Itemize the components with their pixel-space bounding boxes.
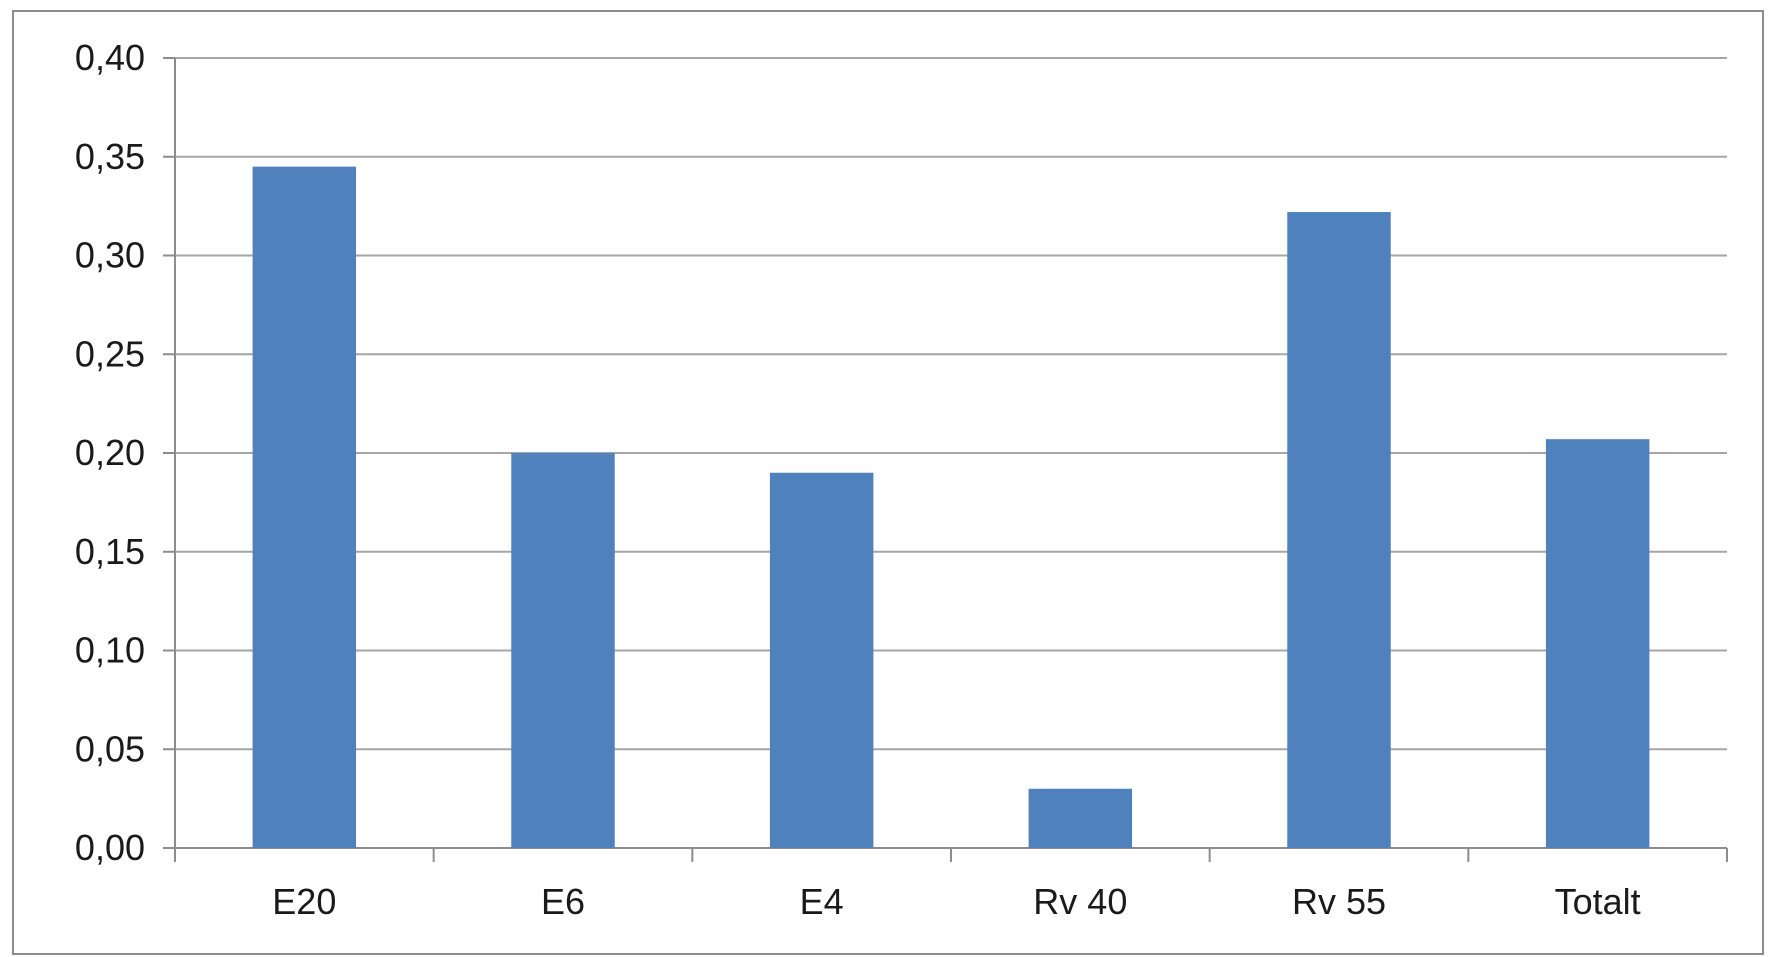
x-tick-label: Rv 55 xyxy=(1292,881,1386,922)
y-tick-labels: 0,00 0,05 0,10 0,15 0,20 0,25 0,30 0,35 0,40 xyxy=(75,37,145,868)
bar xyxy=(252,166,357,848)
y-tick-label: 0,15 xyxy=(75,531,145,572)
x-tick-label: Totalt xyxy=(1555,881,1641,922)
y-tick-label: 0,30 xyxy=(75,235,145,276)
y-tick-label: 0,05 xyxy=(75,728,145,769)
bar xyxy=(1028,788,1133,848)
y-tick-label: 0,00 xyxy=(75,827,145,868)
y-tick-label: 0,40 xyxy=(75,37,145,78)
x-tick-label: E6 xyxy=(541,881,585,922)
y-tick-label: 0,20 xyxy=(75,432,145,473)
x-tick-labels: E20 E6 E4 Rv 40 Rv 55 Totalt xyxy=(272,881,1640,922)
bar xyxy=(769,472,874,848)
axes xyxy=(163,57,1728,862)
bar xyxy=(1545,439,1650,848)
x-tick-label: E20 xyxy=(272,881,336,922)
y-tick-label: 0,25 xyxy=(75,333,145,374)
x-tick-label: Rv 40 xyxy=(1033,881,1127,922)
x-tick-label: E4 xyxy=(800,881,844,922)
bar xyxy=(1287,212,1391,849)
y-tick-label: 0,35 xyxy=(75,136,145,177)
bars xyxy=(252,166,1650,849)
bar xyxy=(511,453,615,848)
y-tick-label: 0,10 xyxy=(75,630,145,671)
gridlines xyxy=(175,57,1727,751)
